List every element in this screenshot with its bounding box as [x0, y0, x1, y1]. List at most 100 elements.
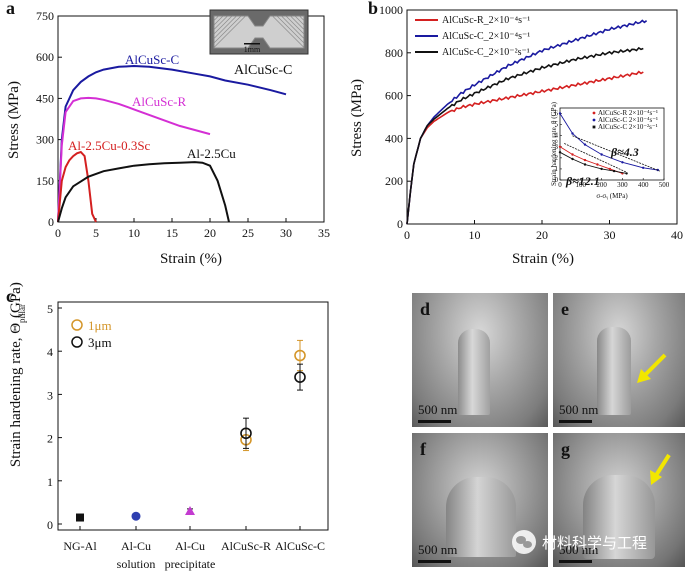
sem-letter-f: f [420, 439, 426, 459]
panel-a-frame [57, 15, 325, 223]
a-xtick-label: 30 [280, 226, 292, 240]
inset-ytick-label: 2 [555, 154, 559, 162]
c-point-3μm [240, 427, 252, 440]
pillar-e [597, 327, 631, 415]
panel-b-inset: 0 100 200 300 400 500 0 1 2 3 4 5 6 Strain hardening… [550, 101, 670, 205]
scale-label-d: 500 nm [418, 402, 458, 417]
b-ytick-label: 200 [385, 174, 403, 188]
panel-c-ylabel-sub: pillar [17, 304, 27, 323]
inset-curve-2 [559, 151, 627, 174]
c-xtick-sublabel: solution [117, 557, 156, 571]
legend-c4: AlCuSc-C_2×10⁻⁴s⁻¹ [442, 31, 530, 42]
arrow-g-svg [650, 453, 671, 485]
inset-ylabel: Strain hardening rate, θ (GPa) [550, 101, 558, 186]
panel-b-ylabel: Stress (MPa) [349, 79, 365, 157]
inset-curve-1 [559, 113, 658, 171]
panel-a: a 0 150 300 450 600 750 0 5 10 15 20 25 30 35 Stress… [6, 0, 330, 267]
scale-bar-f [418, 560, 451, 563]
a-series-alcusc-c [57, 64, 287, 223]
specimen-scale-label: 1mm [244, 45, 261, 54]
arrow-g-head [650, 470, 662, 485]
a-series-al-2-5cu-0-3sc [57, 150, 97, 223]
c-ytick-label: 3 [47, 388, 53, 402]
sem-panel-e: e 500 nm [553, 293, 685, 427]
panel-c-ylabel: Strain hardening rate, Θ [8, 323, 24, 467]
panel-b-letter: b [368, 0, 378, 18]
inset-legend-c2: AlCuSc-C 2×10⁻²s⁻¹ [598, 123, 658, 131]
inset-series [558, 112, 660, 175]
scale-bar-g [559, 560, 592, 563]
b-ytick-label: 800 [385, 46, 403, 60]
c-xtick-sublabel: precipitate [165, 557, 216, 571]
arrow-e-svg [637, 353, 667, 383]
sem-panel-g: g 500 nm [553, 433, 685, 567]
inset-legend-marker-c4 [592, 118, 596, 122]
a-xtick-label: 10 [128, 226, 140, 240]
a-ytick-label: 450 [36, 91, 54, 105]
c-xtick-label: NG-Al [63, 539, 97, 553]
c-ytick-label: 1 [47, 475, 53, 489]
pillar-f [446, 477, 516, 557]
specimen-shape [213, 15, 305, 49]
a-xtick-label: 5 [93, 226, 99, 240]
inset-ytick-label: 6 [555, 110, 559, 118]
b-xtick-label: 30 [604, 228, 616, 242]
inset-fit-line [563, 143, 627, 173]
b-series-0 [406, 70, 644, 225]
a-xtick-label: 35 [318, 226, 330, 240]
c-point-square [76, 513, 84, 522]
b-xtick-label: 40 [671, 228, 683, 242]
sem-panel-d: d 500 nm [412, 293, 548, 427]
c-xtick-label: AlCuSc-C [275, 539, 325, 553]
inset-xlabel: σ-σᵧ (MPa) [596, 192, 628, 200]
sem-panel-f: f 500 nm [412, 433, 548, 567]
panel-a-yticks: 0 150 300 450 600 750 [36, 9, 62, 229]
a-xtick-label: 15 [166, 226, 178, 240]
b-series-2 [406, 46, 644, 225]
sem-letter-g: g [561, 439, 570, 459]
scale-label-g: 500 nm [559, 542, 599, 557]
a-ytick-label: 300 [36, 133, 54, 147]
inset-xtick-label: 100 [576, 181, 587, 189]
inset-ticks: 0 100 200 300 400 500 0 1 2 3 4 5 6 [555, 110, 670, 189]
watermark-text: 材料科学与工程 [542, 534, 648, 552]
label-al25cu03sc: Al-2.5Cu-0.3Sc [68, 138, 151, 153]
a-xtick-label: 20 [204, 226, 216, 240]
panel-c-frame [57, 301, 329, 531]
wechat-icon [512, 530, 536, 554]
b-xtick-label: 20 [536, 228, 548, 242]
c-ytick-label: 5 [47, 302, 53, 316]
panel-a-ylabel: Stress (MPa) [6, 81, 22, 159]
panel-b-yticks: 0 200 400 600 800 1000 [379, 3, 411, 231]
inset-ytick-label: 4 [555, 132, 559, 140]
legend-c2: AlCuSc-C_2×10⁻²s⁻¹ [442, 47, 530, 58]
b-xtick-label: 0 [404, 228, 410, 242]
panel-c: c 0 1 2 3 4 5 NG-Al Al-Cu solution Al-Cu precipit… [6, 282, 329, 571]
inset-frame [559, 107, 665, 181]
inset-beta-1: β≈4.3 [610, 145, 639, 159]
panel-c-points [76, 339, 306, 522]
panel-a-xticks: 0 5 10 15 20 25 30 35 [55, 218, 330, 240]
panel-b-xlabel: Strain (%) [512, 251, 574, 267]
scale-bar-e [559, 420, 592, 423]
c-point-3μm [294, 371, 306, 383]
inset-beta-2: β≈12.1 [565, 174, 600, 188]
a-ytick-label: 150 [36, 174, 54, 188]
legend-1um-marker [71, 319, 83, 331]
inset-xtick-label: 200 [596, 181, 607, 189]
inset-legend-c4: AlCuSc-C 2×10⁻⁴s⁻¹ [598, 116, 658, 124]
inset-legend-marker-c2 [592, 125, 596, 129]
panel-a-xlabel: Strain (%) [160, 251, 222, 267]
scale-bar-d [418, 420, 451, 423]
b-ytick-label: 400 [385, 131, 403, 145]
label-al25cu: Al-2.5Cu [187, 146, 236, 161]
inset-fit-line [572, 135, 660, 172]
panel-c-letter: c [6, 286, 14, 306]
b-xtick-label: 10 [469, 228, 481, 242]
legend-1um: 1μm [88, 318, 112, 333]
sem-letter-d: d [420, 299, 431, 319]
inset-ytick-label: 3 [555, 143, 559, 151]
inset-bg [550, 103, 668, 205]
a-ytick-label: 600 [36, 50, 54, 64]
